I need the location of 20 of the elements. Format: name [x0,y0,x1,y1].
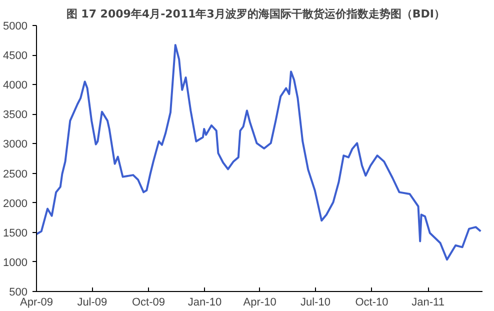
x-tick-label: Oct-09 [132,296,165,308]
y-tick-label: 4500 [3,50,28,62]
x-tick-label: Oct-10 [355,296,388,308]
x-tick-label: Apr-09 [20,296,54,308]
x-tick-label: Jul-10 [300,296,330,308]
y-tick-label: 1000 [3,256,28,269]
y-tick-label: 2000 [3,198,28,210]
y-tick-label: 3500 [3,109,28,122]
y-tick-label: 2500 [3,168,28,180]
y-tick-label: 4000 [3,80,28,92]
x-tick-label: Jan-11 [412,296,444,308]
y-tick-label: 5000 [3,20,28,32]
line-series [36,44,482,261]
y-tick-label: 500 [9,286,28,298]
x-tick-label: Jan-10 [188,296,222,308]
x-tick-label: Jul-09 [77,296,108,308]
x-tick-label: Apr-10 [243,296,276,308]
chart-title: 图 17 2009年4月-2011年3月波罗的海国际干散货运价指数走势图（BDI） [66,8,446,20]
y-tick-label: 3000 [3,138,28,151]
y-tick-label: 1500 [3,227,28,240]
